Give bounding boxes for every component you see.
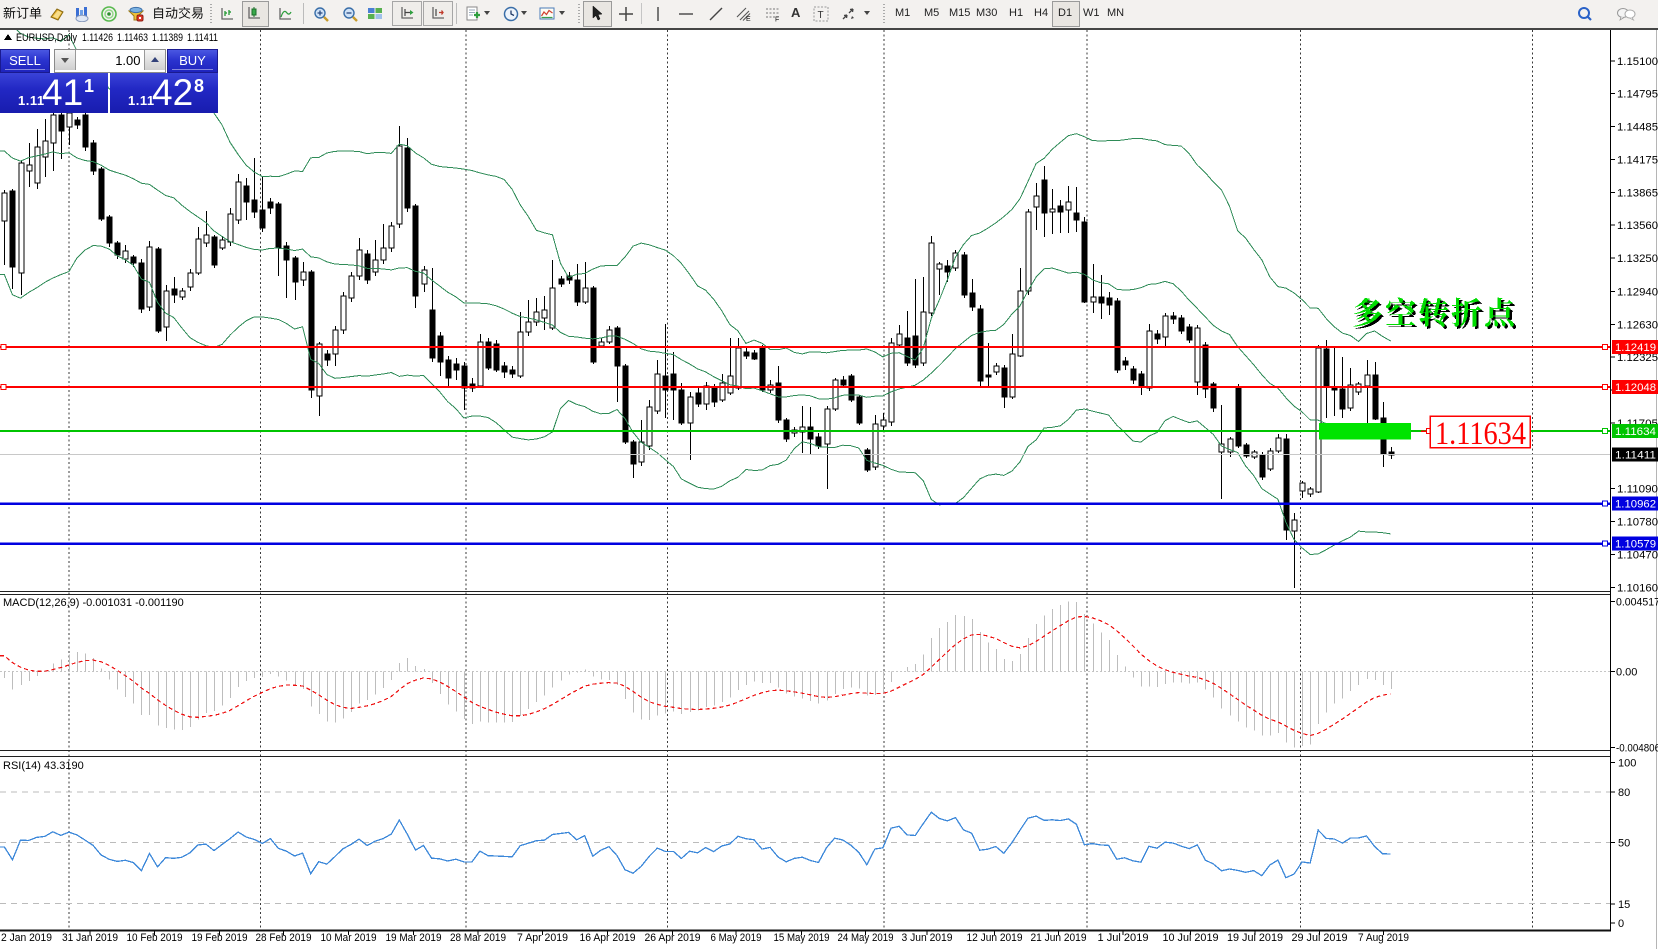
svg-text:F: F [775, 17, 779, 23]
svg-text:1.11463: 1.11463 [117, 32, 148, 44]
svg-text:19 Feb 2019: 19 Feb 2019 [192, 932, 248, 944]
svg-text:7 Apr 2019: 7 Apr 2019 [517, 932, 568, 944]
svg-text:1.14175: 1.14175 [1617, 155, 1658, 167]
svg-text:1.12048: 1.12048 [1615, 382, 1656, 394]
svg-text:1.10962: 1.10962 [1615, 499, 1656, 511]
svg-text:10 Mar 2019: 10 Mar 2019 [321, 932, 377, 944]
svg-text:10 Feb 2019: 10 Feb 2019 [127, 932, 183, 944]
svg-text:1.12940: 1.12940 [1617, 286, 1658, 298]
svg-text:1.14795: 1.14795 [1617, 89, 1658, 101]
svg-text:50: 50 [1618, 838, 1630, 850]
svg-text:1.12419: 1.12419 [1615, 342, 1656, 354]
svg-text:31 Jan 2019: 31 Jan 2019 [62, 932, 118, 944]
svg-text:1.10470: 1.10470 [1617, 550, 1658, 562]
svg-text:1 Jul 2019: 1 Jul 2019 [1098, 932, 1149, 944]
svg-text:6 May 2019: 6 May 2019 [711, 932, 762, 944]
svg-text:15: 15 [1618, 899, 1630, 911]
svg-text:7 Aug 2019: 7 Aug 2019 [1358, 932, 1409, 944]
svg-text:1.10160: 1.10160 [1617, 583, 1658, 595]
svg-text:1.13865: 1.13865 [1617, 188, 1658, 200]
svg-text:MACD(12,26,9) -0.001031 -0.001: MACD(12,26,9) -0.001031 -0.001190 [3, 597, 184, 609]
svg-text:1.11090: 1.11090 [1617, 483, 1658, 495]
svg-text:1.15100: 1.15100 [1617, 56, 1658, 68]
svg-text:16 Apr 2019: 16 Apr 2019 [580, 932, 636, 944]
svg-text:1.10780: 1.10780 [1617, 517, 1658, 529]
svg-text:1.11411: 1.11411 [187, 32, 218, 44]
svg-text:100: 100 [1618, 758, 1636, 770]
svg-text:19 Jul 2019: 19 Jul 2019 [1227, 932, 1283, 944]
svg-text:1.11634: 1.11634 [1435, 416, 1526, 452]
svg-text:12 Jun 2019: 12 Jun 2019 [967, 932, 1023, 944]
svg-text:0.00: 0.00 [1616, 667, 1637, 679]
svg-text:1.10579: 1.10579 [1615, 539, 1656, 551]
svg-text:2 Jan 2019: 2 Jan 2019 [1, 932, 52, 944]
svg-text:1.11634: 1.11634 [1615, 426, 1656, 438]
svg-text:E: E [746, 16, 751, 22]
svg-text:EURUSD,Daily: EURUSD,Daily [16, 32, 77, 44]
svg-text:28 Feb 2019: 28 Feb 2019 [256, 932, 312, 944]
svg-text:1.13250: 1.13250 [1617, 253, 1658, 265]
svg-text:10 Jul 2019: 10 Jul 2019 [1163, 932, 1219, 944]
svg-text:1.13560: 1.13560 [1617, 220, 1658, 232]
svg-text:21 Jun 2019: 21 Jun 2019 [1031, 932, 1087, 944]
svg-text:1.11426: 1.11426 [82, 32, 113, 44]
svg-text:1.12630: 1.12630 [1617, 319, 1658, 331]
svg-text:80: 80 [1618, 787, 1630, 799]
svg-text:28 Mar 2019: 28 Mar 2019 [450, 932, 506, 944]
svg-text:0: 0 [1618, 918, 1624, 930]
svg-text:0.004517: 0.004517 [1616, 597, 1658, 609]
svg-text:RSI(14) 43.3190: RSI(14) 43.3190 [3, 760, 84, 772]
svg-text:24 May 2019: 24 May 2019 [838, 932, 894, 944]
svg-text:1.12325: 1.12325 [1617, 352, 1658, 364]
svg-text:1.11411: 1.11411 [1615, 450, 1656, 462]
svg-text:1.11389: 1.11389 [152, 32, 183, 44]
svg-text:26 Apr 2019: 26 Apr 2019 [645, 932, 701, 944]
svg-text:29 Jul 2019: 29 Jul 2019 [1292, 932, 1348, 944]
svg-text:-0.004806: -0.004806 [1616, 743, 1658, 755]
svg-text:3 Jun 2019: 3 Jun 2019 [902, 932, 953, 944]
svg-text:15 May 2019: 15 May 2019 [774, 932, 830, 944]
svg-text:T: T [818, 10, 824, 21]
svg-text:19 Mar 2019: 19 Mar 2019 [386, 932, 442, 944]
svg-text:1.14485: 1.14485 [1617, 122, 1658, 134]
